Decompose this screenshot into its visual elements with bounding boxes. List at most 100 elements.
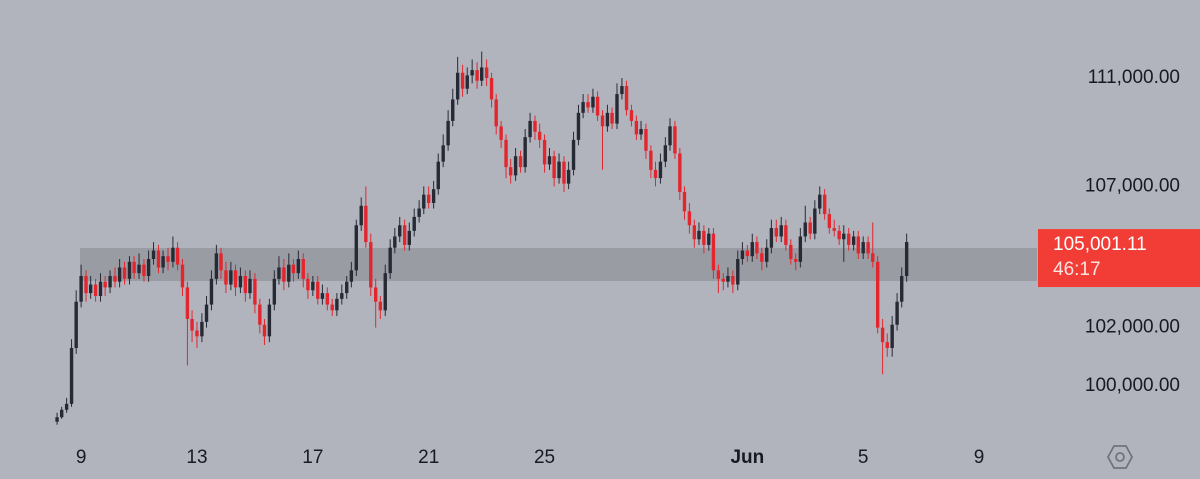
candle-body (842, 233, 846, 240)
candle-body (219, 253, 223, 271)
current-price: 105,001.11 (1053, 234, 1147, 255)
settings-dot[interactable] (1115, 452, 1125, 462)
candle-body (697, 230, 701, 240)
candle-body (402, 225, 407, 245)
candle-body (682, 191, 687, 212)
candle-body (851, 236, 856, 245)
candle-body (653, 169, 658, 179)
countdown: 46:17 (1053, 259, 1101, 280)
candle-body (267, 304, 272, 337)
candle-body (644, 129, 648, 151)
candle-body (484, 67, 489, 79)
candle-body (794, 258, 798, 262)
candles (55, 51, 909, 425)
candle-body (508, 167, 513, 176)
candle-body (214, 253, 219, 279)
candle-body (451, 99, 455, 121)
candle-body (69, 347, 74, 404)
candle-body (180, 264, 185, 288)
candle-body (349, 270, 354, 282)
candle-body (847, 233, 851, 245)
candle-body (369, 242, 373, 288)
candle-body (277, 267, 281, 279)
candle-body (296, 258, 301, 274)
candle-body (687, 211, 692, 226)
candle-body (552, 156, 556, 179)
price-box (1038, 229, 1200, 288)
candle-body (900, 276, 904, 302)
candle-body (393, 236, 397, 248)
candle-body (146, 258, 151, 277)
candle-body (388, 247, 392, 274)
candle-body (595, 96, 600, 116)
candle-body (64, 403, 69, 410)
candle-body (769, 228, 774, 248)
candle-body (542, 139, 547, 165)
candle-body (673, 126, 677, 154)
candle-body (600, 115, 605, 127)
candle-body (571, 139, 576, 170)
candle-body (113, 276, 117, 282)
candle-body (301, 258, 305, 279)
candle-body (557, 161, 561, 179)
candle-body (59, 409, 64, 418)
candle-body (475, 70, 479, 81)
candle-body (103, 281, 107, 288)
candle-body (562, 161, 566, 184)
candle-body (523, 137, 527, 168)
candle-body (137, 264, 141, 274)
candle-body (470, 70, 474, 76)
candle-body (740, 250, 745, 259)
y-tick-label: 107,000.00 (1085, 175, 1180, 196)
candle-body (827, 214, 832, 229)
range-box (80, 248, 1037, 281)
candle-body (707, 233, 711, 245)
candle-body (504, 139, 508, 168)
candle-body (726, 276, 730, 282)
candle-body (243, 276, 248, 294)
candle-body (166, 256, 170, 262)
candle-body (108, 276, 112, 288)
candle-body (615, 94, 619, 124)
candle-body (866, 242, 870, 254)
candle-body (581, 102, 585, 113)
candle-body (731, 276, 735, 285)
candle-body (383, 273, 387, 311)
candle-body (591, 96, 595, 108)
candle-body (282, 267, 286, 282)
candle-body (904, 242, 909, 277)
x-tick-label: 25 (534, 447, 555, 468)
settings-hexagon[interactable] (1106, 445, 1134, 469)
settings-icon[interactable] (1106, 445, 1134, 469)
candle-body (117, 267, 122, 282)
candle-body (422, 194, 426, 209)
candle-body (79, 276, 83, 302)
candle-body (822, 194, 827, 215)
candle-body (547, 156, 552, 165)
candle-body (499, 126, 503, 140)
candle-body (711, 233, 716, 271)
candle-body (518, 156, 523, 168)
candle-body (861, 242, 865, 254)
candle-body (885, 342, 889, 348)
candle-body (287, 264, 291, 282)
candle-body (890, 324, 894, 348)
candle-body (412, 216, 416, 231)
candle-body (624, 86, 629, 111)
candle-body (779, 225, 783, 237)
candle-body (417, 208, 421, 217)
candle-body (798, 236, 803, 262)
candle-body (813, 208, 817, 234)
candle-body (84, 276, 88, 294)
candle-body (446, 120, 450, 146)
candle-body (238, 276, 243, 288)
candle-body (620, 86, 624, 95)
candle-body (837, 230, 841, 240)
candle-body (272, 278, 277, 305)
candle-body (634, 120, 639, 135)
candle-body (431, 189, 436, 203)
candle-body (407, 230, 411, 245)
x-tick-label: 9 (974, 447, 985, 468)
candle-body (716, 270, 721, 279)
